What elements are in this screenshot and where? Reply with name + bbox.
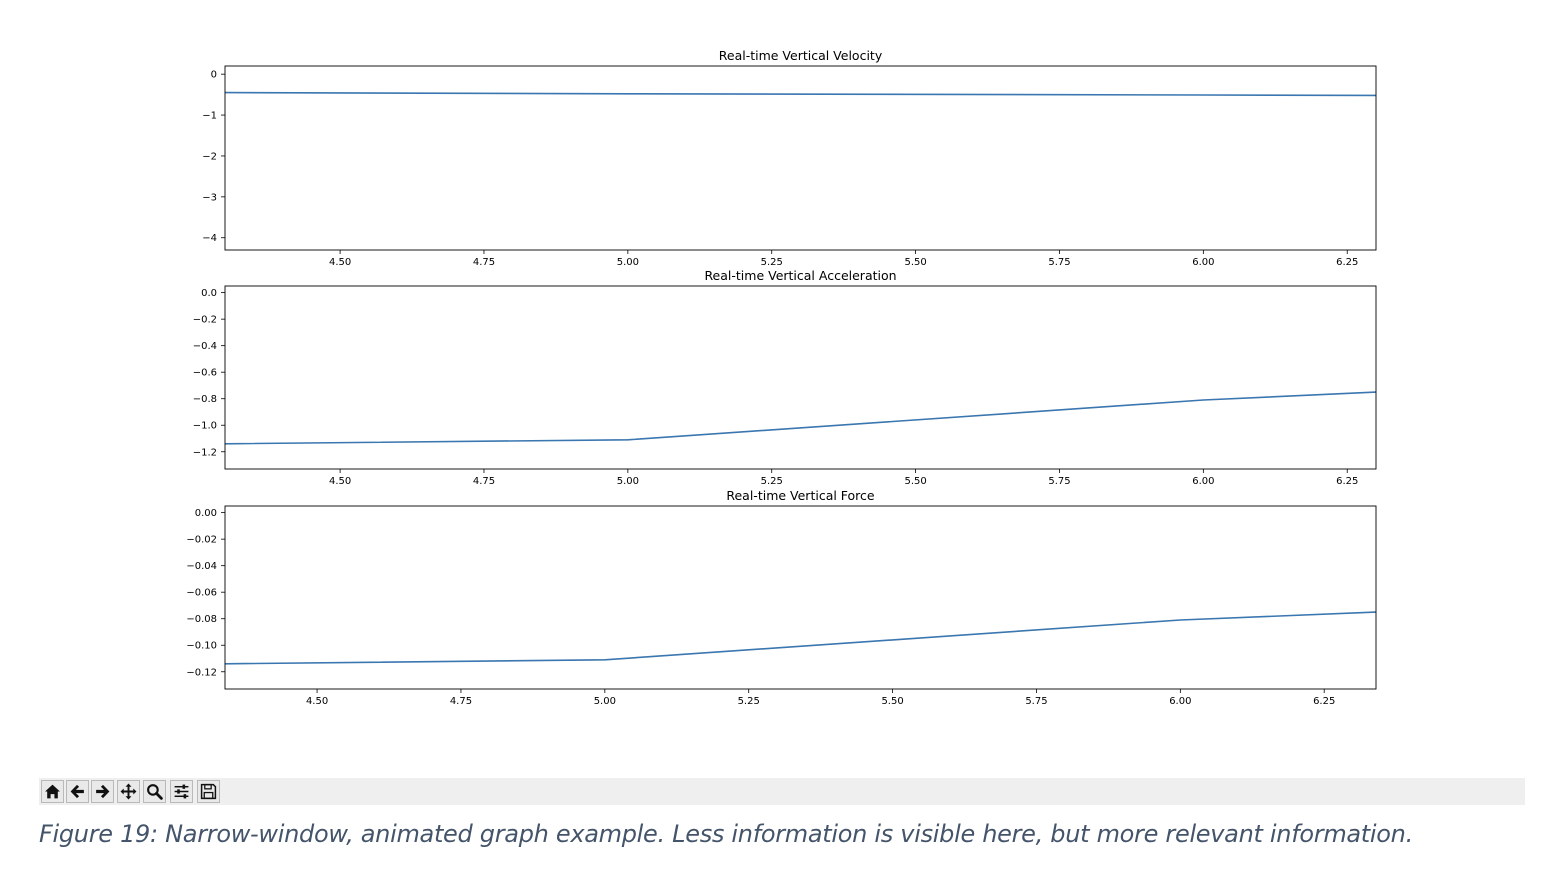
x-tick-label: 5.25 [738, 696, 760, 707]
x-tick-label: 4.50 [306, 696, 328, 707]
series-line [224, 391, 1377, 445]
x-tick-label: 4.75 [450, 696, 472, 707]
y-tick-label: −4 [202, 233, 217, 244]
x-tick-label: 5.50 [881, 696, 903, 707]
y-tick-label: 0.0 [201, 288, 217, 299]
y-tick-label: −2 [202, 151, 217, 162]
forward-button[interactable] [91, 780, 114, 803]
y-tick-label: −3 [202, 192, 217, 203]
y-tick-label: −0.12 [186, 667, 217, 678]
save-floppy-icon [200, 783, 217, 800]
x-tick-label: 4.50 [329, 476, 351, 487]
x-tick-label: 6.25 [1336, 476, 1358, 487]
back-button[interactable] [66, 780, 89, 803]
y-tick-label: −0.08 [186, 614, 217, 625]
y-tick-label: −0.8 [193, 394, 217, 405]
y-tick-label: −0.04 [186, 561, 217, 572]
axes-frame [224, 285, 1377, 470]
save-button[interactable] [197, 780, 220, 803]
x-tick-label: 5.75 [1048, 257, 1070, 268]
y-tick-label: −0.10 [186, 641, 217, 652]
home-icon [45, 784, 60, 799]
configure-subplots-button[interactable] [170, 780, 193, 803]
series-line [224, 611, 1377, 665]
x-tick-label: 5.00 [617, 257, 639, 268]
navigation-toolbar [39, 778, 1525, 805]
y-tick-label: −0.6 [193, 368, 217, 379]
x-tick-label: 6.00 [1192, 257, 1214, 268]
subplot-1: Real-time Vertical Velocity 4.50 4.75 5.00 5… [202, 48, 1377, 268]
axes-frame [224, 65, 1377, 251]
x-tick-label: 5.25 [761, 476, 783, 487]
subplot-2: Real-time Vertical Acceleration 4.50 4.75 5… [193, 268, 1377, 487]
x-tick-label: 6.00 [1192, 476, 1214, 487]
y-tick-label: −1.0 [193, 421, 217, 432]
x-tick-label: 5.00 [617, 476, 639, 487]
back-arrow-icon [70, 784, 84, 799]
zoom-magnifier-icon [147, 784, 163, 800]
x-tick-label: 5.50 [904, 257, 926, 268]
x-tick-label: 4.50 [329, 257, 351, 268]
x-tick-label: 6.25 [1313, 696, 1335, 707]
x-tick-label: 5.75 [1025, 696, 1047, 707]
series-line [224, 91, 1377, 97]
y-tick-label: −1 [202, 111, 217, 122]
subplot-config-icon [174, 784, 189, 799]
y-tick-label: −1.2 [193, 447, 217, 458]
subplot-title: Real-time Vertical Velocity [719, 48, 883, 63]
x-tick-label: 5.25 [761, 257, 783, 268]
subplot-title: Real-time Vertical Force [726, 488, 875, 503]
pan-button[interactable] [117, 780, 140, 803]
x-tick-label: 5.75 [1048, 476, 1070, 487]
y-tick-label: −0.02 [186, 535, 217, 546]
figure-caption: Figure 19: Narrow-window, animated graph… [39, 820, 1413, 848]
x-tick-label: 4.75 [473, 257, 495, 268]
x-tick-label: 5.00 [594, 696, 616, 707]
zoom-button[interactable] [143, 780, 166, 803]
y-tick-label: −0.4 [193, 341, 217, 352]
x-tick-label: 6.00 [1169, 696, 1191, 707]
y-tick-label: −0.2 [193, 315, 217, 326]
x-tick-label: 5.50 [904, 476, 926, 487]
y-tick-label: 0.00 [195, 508, 217, 519]
x-tick-label: 4.75 [473, 476, 495, 487]
y-tick-label: −0.06 [186, 588, 217, 599]
x-tick-label: 6.25 [1336, 257, 1358, 268]
forward-arrow-icon [96, 784, 110, 799]
pan-move-icon [120, 783, 137, 800]
figure-canvas: Real-time Vertical Velocity 4.50 4.75 5.00 5… [186, 48, 1377, 707]
subplot-title: Real-time Vertical Acceleration [704, 268, 896, 283]
y-tick-label: 0 [211, 70, 217, 81]
axes-frame [224, 505, 1377, 690]
subplot-3: Real-time Vertical Force 4.50 4.75 5.00 5.25… [186, 488, 1377, 707]
home-button[interactable] [41, 780, 64, 803]
